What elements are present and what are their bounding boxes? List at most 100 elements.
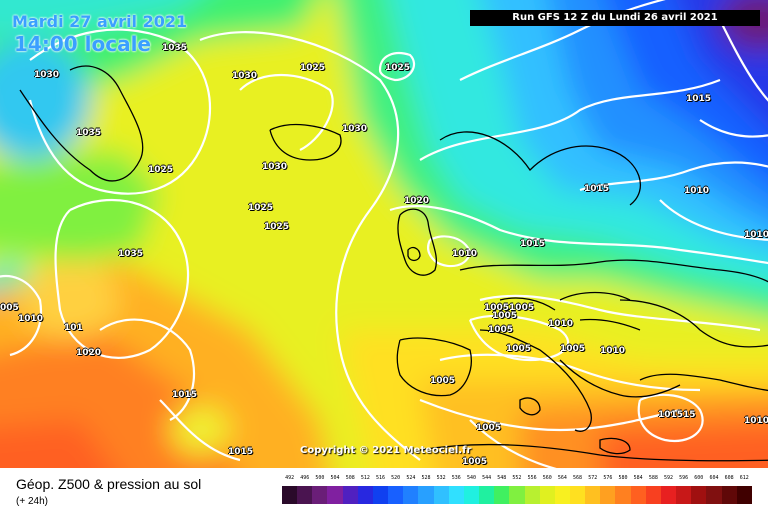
isobar-label: 1025 — [264, 222, 290, 232]
color-scale-value: 588 — [648, 475, 658, 481]
isobar-label: 1020 — [76, 348, 102, 358]
color-scale-value: 532 — [436, 475, 446, 481]
isobar-label: 1015 — [686, 94, 712, 104]
isobar-label: 1025 — [248, 203, 274, 213]
isobar-label: 1010 — [548, 319, 574, 329]
forecast-date: Mardi 27 avril 2021 — [12, 12, 188, 31]
isobar-label: 1005 — [492, 311, 518, 321]
map-fields — [0, 0, 768, 468]
isobar-label: 1015 — [172, 390, 198, 400]
color-scale-labels: 492 496 500 504 508 512 516 520 524 528 532 536 540 5… — [282, 472, 752, 484]
geopotential-map: Mardi 27 avril 2021 14:00 locale Run GFS… — [0, 0, 768, 468]
color-scale-value: 608 — [724, 475, 734, 481]
color-scale-value: 492 — [285, 475, 295, 481]
color-scale-swatch — [372, 486, 389, 504]
color-scale-value: 504 — [330, 475, 340, 481]
color-scale-value: 496 — [300, 475, 310, 481]
color-scale-value: 500 — [315, 475, 325, 481]
color-scale-value: 516 — [376, 475, 386, 481]
geopotential-color-field — [0, 0, 768, 468]
isobar-label: 1010 — [452, 249, 478, 259]
isobar-label: 005 — [0, 303, 19, 313]
isobar-label: 1010 — [18, 314, 44, 324]
color-scale-swatch — [403, 486, 419, 504]
color-scale-swatch — [524, 486, 540, 504]
color-scale-swatch — [433, 486, 449, 504]
color-scale-value: 612 — [739, 475, 749, 481]
color-scale-swatch — [660, 486, 677, 504]
color-scale: 492 496 500 504 508 512 516 520 524 528 532 536 540 5… — [282, 472, 752, 508]
color-scale-value: 544 — [482, 475, 492, 481]
legend-subtitle: (+ 24h) — [16, 496, 48, 507]
color-scale-value: 528 — [421, 475, 431, 481]
color-scale-swatch — [630, 486, 646, 504]
color-scale-bar — [282, 486, 752, 504]
isobar-label: 1035 — [76, 128, 102, 138]
color-scale-value: 540 — [466, 475, 476, 481]
isobar-label: 1015 — [228, 447, 254, 457]
color-scale-value: 512 — [360, 475, 370, 481]
isobar-label: 1005 — [506, 344, 532, 354]
color-scale-swatch — [539, 486, 555, 504]
color-scale-swatch — [721, 486, 737, 504]
color-scale-value: 508 — [345, 475, 355, 481]
color-scale-value: 556 — [527, 475, 537, 481]
color-scale-value: 572 — [588, 475, 598, 481]
isobar-label: 1005 — [476, 423, 502, 433]
color-scale-value: 604 — [709, 475, 719, 481]
color-scale-swatch — [479, 486, 495, 504]
color-scale-value: 520 — [391, 475, 401, 481]
color-scale-value: 576 — [603, 475, 613, 481]
color-scale-swatch — [312, 486, 328, 504]
forecast-time: 14:00 locale — [14, 32, 151, 56]
color-scale-value: 536 — [451, 475, 461, 481]
isobar-label: 1025 — [385, 63, 411, 73]
color-scale-swatch — [297, 486, 313, 504]
isobar-label: 1005 — [560, 344, 586, 354]
isobar-label: 1015 — [520, 239, 546, 249]
color-scale-swatch — [357, 486, 373, 504]
isobar-label: 1025 — [148, 165, 174, 175]
isobar-label: 1010 — [684, 186, 710, 196]
isobar-label: 1030 — [342, 124, 368, 134]
isobar-label: 1015 — [584, 184, 610, 194]
color-scale-value: 552 — [512, 475, 522, 481]
isobar-label: 101 — [64, 323, 83, 333]
isobar-label: 1010 — [744, 416, 768, 426]
color-scale-swatch — [554, 486, 570, 504]
color-scale-swatch — [676, 486, 692, 504]
isobar-label: 1020 — [404, 196, 430, 206]
color-scale-value: 584 — [633, 475, 643, 481]
color-scale-swatch — [600, 486, 616, 504]
color-scale-swatch — [327, 486, 343, 504]
isobar-label: 1035 — [162, 43, 188, 53]
isobar-lines — [0, 0, 768, 468]
isobar-label: 1025 — [300, 63, 326, 73]
model-run-label: Run GFS 12 Z du Lundi 26 avril 2021 — [470, 10, 760, 26]
color-scale-value: 564 — [557, 475, 567, 481]
color-scale-value: 560 — [542, 475, 552, 481]
isobar-label: 1030 — [34, 70, 60, 80]
color-scale-swatch — [706, 486, 722, 504]
color-scale-swatch — [418, 486, 434, 504]
color-scale-swatch — [691, 486, 707, 504]
color-scale-swatch — [448, 486, 464, 504]
isobar-label: 1030 — [232, 71, 258, 81]
isobar-label: 1010 — [600, 346, 626, 356]
isobar-label: 1035 — [118, 249, 144, 259]
color-scale-swatch — [645, 486, 661, 504]
color-scale-swatch — [736, 486, 752, 504]
isobar-label: 1030 — [262, 162, 288, 172]
color-scale-value: 568 — [573, 475, 583, 481]
isobar-label: 10051005 — [484, 303, 535, 313]
color-scale-swatch — [388, 486, 404, 504]
isobar-label: 1010 — [744, 230, 768, 240]
copyright-notice: Copyright © 2021 Meteociel.fr — [300, 445, 472, 456]
color-scale-swatch — [585, 486, 601, 504]
color-scale-swatch — [342, 486, 358, 504]
isobar-label: 101515 — [658, 410, 696, 420]
legend-title: Géop. Z500 & pression au sol — [16, 476, 202, 492]
color-scale-value: 580 — [618, 475, 628, 481]
color-scale-value: 524 — [406, 475, 416, 481]
